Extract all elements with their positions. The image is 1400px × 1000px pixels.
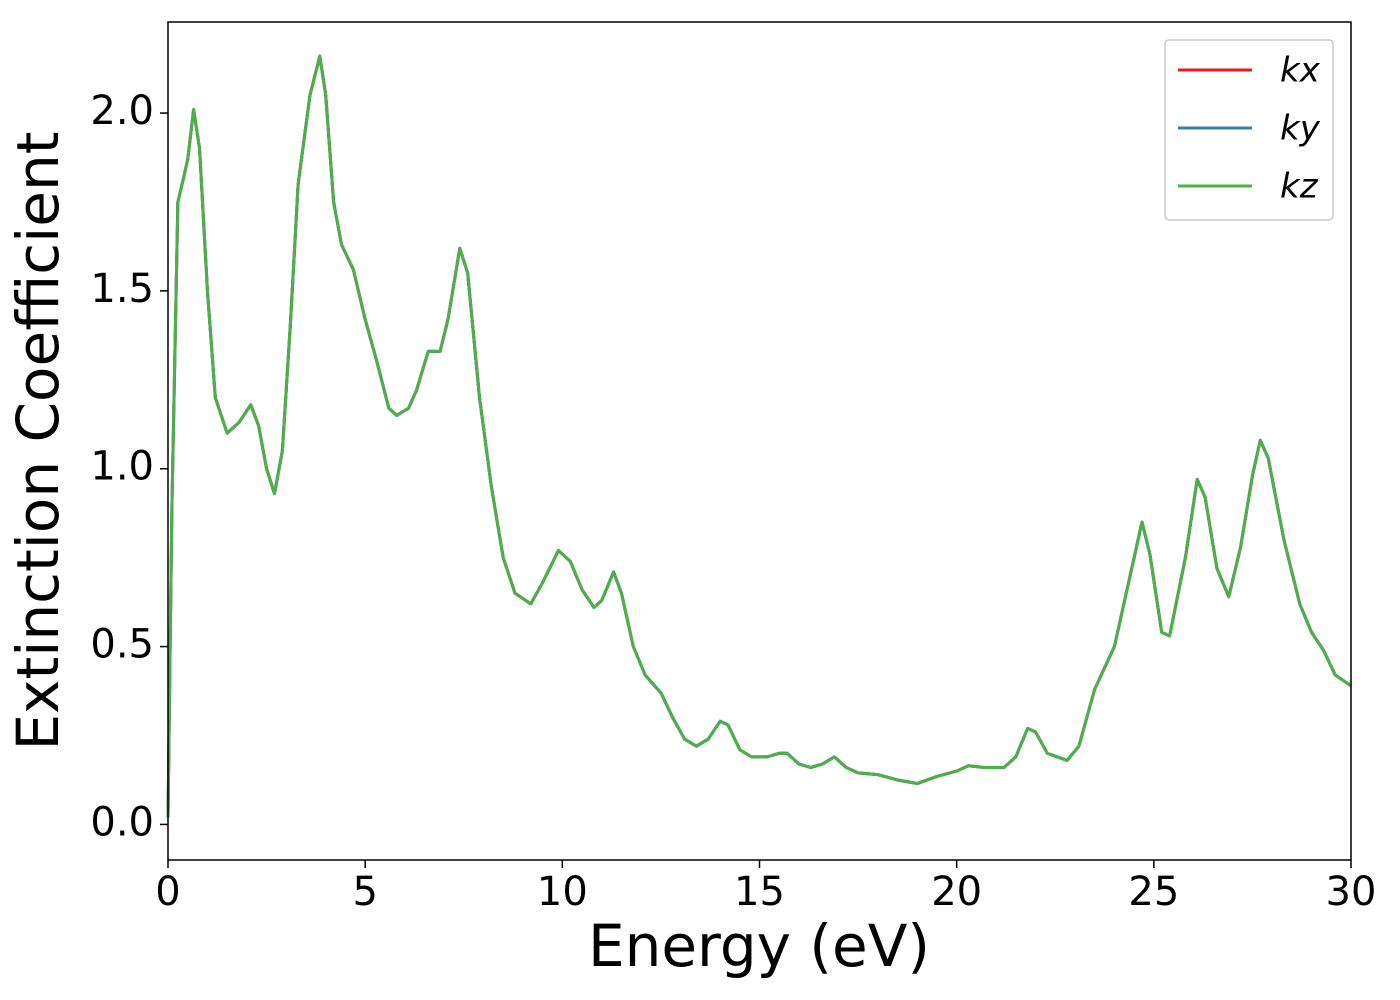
y-tick-label: 1.0 <box>90 444 154 490</box>
legend-box <box>1164 39 1334 221</box>
x-tick-label: 15 <box>734 869 785 915</box>
y-tick-label: 0.0 <box>90 799 154 845</box>
legend-label: ky <box>1280 109 1321 149</box>
line-series <box>166 54 1352 818</box>
legend-label: kx <box>1280 51 1321 91</box>
x-tick-label: 10 <box>537 869 588 915</box>
y-tick-label: 0.5 <box>90 622 154 668</box>
x-tick-label: 30 <box>1326 869 1377 915</box>
x-tick-label: 5 <box>352 869 377 915</box>
plot-frame <box>167 21 1352 861</box>
x-axis-label: Energy (eV) <box>588 912 930 980</box>
x-tick-label: 25 <box>1128 869 1179 915</box>
y-axis-label: Extinction Coefficient <box>4 132 72 751</box>
y-tick-label: 2.0 <box>90 88 154 134</box>
y-tick-label: 1.5 <box>90 266 154 312</box>
x-tick-label: 0 <box>155 869 180 915</box>
legend-label: kz <box>1280 167 1319 207</box>
x-tick-label: 20 <box>931 869 982 915</box>
